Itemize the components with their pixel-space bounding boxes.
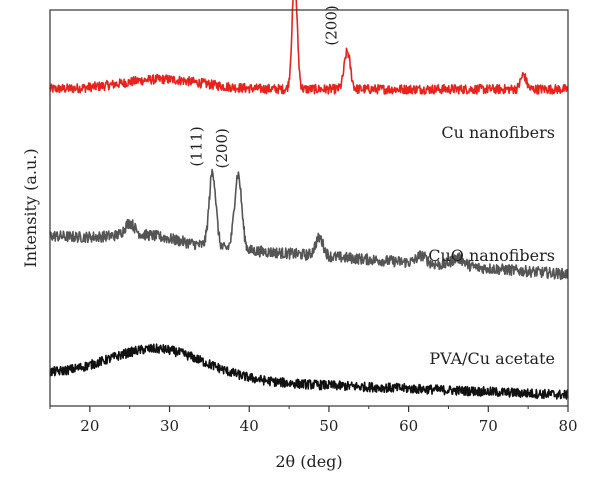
series-layer <box>49 0 569 400</box>
y-axis-label: Intensity (a.u.) <box>21 148 40 267</box>
x-tick-label-70: 70 <box>479 417 498 435</box>
x-tick-label-20: 20 <box>80 417 99 435</box>
x-tick-label-80: 80 <box>558 417 577 435</box>
series-label-2: PVA/Cu acetate <box>429 349 555 368</box>
plot-frame <box>49 9 569 407</box>
peak-label-1-1: (111) <box>188 126 206 166</box>
x-tick-label-30: 30 <box>160 417 179 435</box>
x-tick-label-60: 60 <box>399 417 418 435</box>
series-line-0 <box>49 0 569 95</box>
x-tick-label-50: 50 <box>319 417 338 435</box>
x-tick-label-40: 40 <box>240 417 259 435</box>
series-label-1: CuO nanofibers <box>428 246 555 265</box>
annotations: Cu nanofibers(111)(200)CuO nanofibers(11… <box>188 5 555 368</box>
x-axis-label: 2θ (deg) <box>275 452 342 471</box>
peak-label-1-2: (200) <box>213 128 231 168</box>
axes <box>49 9 569 407</box>
peak-label-0-1: (200) <box>322 5 340 45</box>
x-ticks: 20 30 40 50 60 70 80 <box>49 406 578 435</box>
series-line-1 <box>49 168 569 281</box>
series-line-2 <box>49 343 569 400</box>
series-label-0: Cu nanofibers <box>441 123 555 142</box>
